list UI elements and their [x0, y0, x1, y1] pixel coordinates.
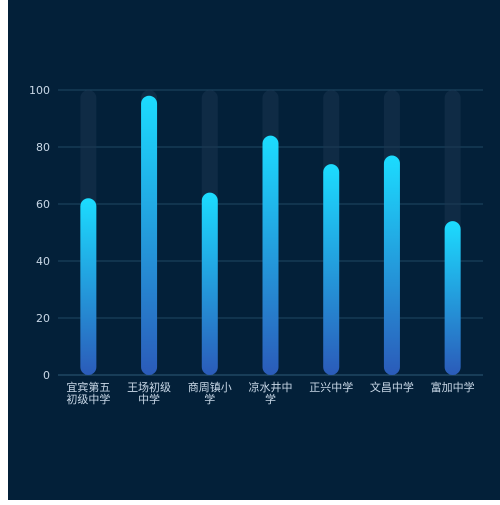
bar[interactable] — [80, 198, 97, 375]
x-tick-label-line: 王场初级 — [127, 380, 171, 394]
x-tick-label-line: 文昌中学 — [370, 380, 414, 394]
bar[interactable] — [323, 164, 340, 375]
bar[interactable] — [141, 95, 158, 375]
x-tick-label-line: 初级中学 — [66, 392, 110, 406]
x-tick-label-line: 宜宾第五 — [66, 380, 110, 394]
x-tick-label-line: 学 — [265, 392, 276, 406]
y-tick-label: 100 — [29, 84, 50, 97]
x-tick-label: 凉水井中学 — [249, 380, 293, 406]
x-tick-label-line: 凉水井中 — [249, 380, 293, 394]
y-tick-label: 80 — [36, 141, 50, 154]
x-tick-label: 商周镇小学 — [188, 380, 232, 406]
bar[interactable] — [201, 192, 218, 375]
y-tick-label: 0 — [43, 369, 50, 382]
x-tick-label-line: 正兴中学 — [309, 380, 353, 394]
x-tick-label-line: 学 — [204, 392, 215, 406]
y-tick-label: 40 — [36, 255, 50, 268]
x-tick-label: 宜宾第五初级中学 — [66, 380, 110, 406]
y-tick-label: 20 — [36, 312, 50, 325]
bar[interactable] — [383, 155, 400, 375]
y-tick-label: 60 — [36, 198, 50, 211]
bar-chart: 020406080100宜宾第五初级中学王场初级中学商周镇小学凉水井中学正兴中学… — [29, 84, 483, 406]
x-tick-label-line: 商周镇小 — [188, 380, 232, 394]
chart-panel: 0 20 40 60 80 100 宜宾第五初级中学 王场初级中学 商周镇小学 凉水井中学 正兴中学… — [8, 0, 500, 500]
x-tick-label: 文昌中学 — [370, 380, 414, 394]
x-tick-label: 王场初级中学 — [127, 380, 171, 406]
x-tick-label: 富加中学 — [431, 380, 475, 394]
bar[interactable] — [444, 221, 461, 375]
x-tick-label-line: 中学 — [138, 392, 160, 406]
x-tick-label-line: 富加中学 — [431, 380, 475, 394]
bar[interactable] — [262, 135, 279, 375]
x-tick-label: 正兴中学 — [309, 380, 353, 394]
